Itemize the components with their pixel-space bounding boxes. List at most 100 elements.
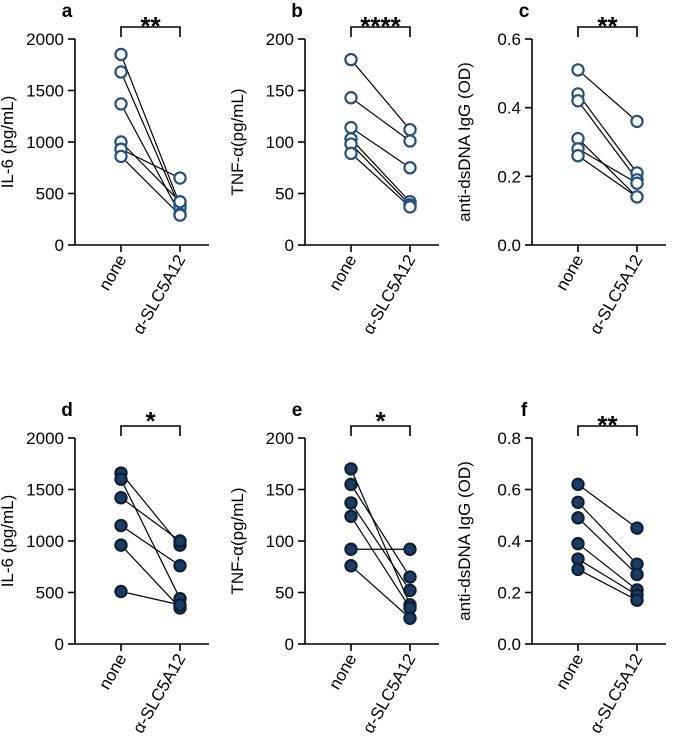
- y-tick-label: 0: [285, 236, 294, 255]
- pair-line: [120, 141, 181, 203]
- pair-line: [350, 502, 411, 591]
- data-point: [571, 94, 585, 108]
- data-point: [173, 195, 187, 209]
- y-axis-label: TNF-α(pg/mL): [228, 487, 247, 594]
- y-tick-label: 0.4: [497, 532, 521, 551]
- pair-line: [350, 59, 411, 131]
- pair-line: [350, 143, 411, 206]
- data-point: [344, 542, 358, 556]
- panel-f: f 0.0 0.2 0.4 0.6 0.8 anti-dsDNA IgG (OD) noneα…: [455, 400, 666, 736]
- pair-line: [350, 152, 411, 208]
- data-point: [114, 491, 128, 505]
- pair-line: [120, 478, 181, 599]
- significance-label: **: [597, 410, 618, 440]
- data-point: [114, 538, 128, 552]
- significance-bracket: [120, 425, 181, 436]
- y-tick-label: 100: [266, 133, 294, 152]
- data-point: [571, 477, 585, 492]
- y-axis-label: anti-dsDNA IgG (OD): [455, 62, 474, 222]
- y-tick-label: 1500: [26, 481, 64, 500]
- pair-line: [577, 483, 638, 529]
- y-axis-label: IL-6 (pg/mL): [0, 96, 17, 189]
- pair-line: [577, 568, 638, 601]
- x-tick-label: α-SLC5A12: [586, 252, 647, 338]
- pair-line: [577, 93, 638, 174]
- significance-bracket: [120, 26, 181, 37]
- panel-letter: a: [62, 1, 73, 22]
- pair-line: [350, 468, 411, 606]
- y-tick-label: 500: [36, 185, 64, 204]
- y-tick-label: 50: [275, 185, 294, 204]
- y-tick-label: 100: [266, 532, 294, 551]
- pair-line: [577, 155, 638, 198]
- pair-line: [350, 97, 411, 142]
- pair-line: [577, 69, 638, 122]
- x-tick-label: none: [552, 252, 587, 294]
- data-point: [571, 511, 585, 525]
- data-point: [173, 559, 187, 573]
- panel-letter: b: [291, 1, 303, 22]
- y-tick-label: 1000: [26, 532, 64, 551]
- data-point: [114, 584, 128, 599]
- data-point: [344, 462, 358, 476]
- data-point: [403, 161, 417, 175]
- panel-a: a 0 500 1000 1500 2000 IL-6 (pg/mL) noneα-SLC5A…: [0, 1, 209, 337]
- data-point: [403, 200, 417, 214]
- y-tick-label: 0.6: [497, 30, 521, 49]
- pair-line: [120, 525, 181, 567]
- data-point: [403, 583, 417, 598]
- significance-bracket: [577, 26, 638, 37]
- y-axis-label: anti-dsDNA IgG (OD): [455, 461, 474, 621]
- y-tick-label: 200: [266, 30, 294, 49]
- data-point: [571, 149, 585, 163]
- data-point: [114, 47, 128, 62]
- pair-line: [577, 501, 638, 565]
- data-point: [571, 562, 585, 577]
- x-tick-label: none: [95, 252, 130, 294]
- data-point: [344, 52, 358, 67]
- significance-bracket: [350, 425, 411, 436]
- y-tick-label: 1000: [26, 133, 64, 152]
- data-point: [630, 190, 644, 204]
- y-tick-label: 500: [36, 584, 64, 603]
- pair-line: [120, 71, 181, 209]
- panel-letter: e: [292, 400, 303, 421]
- data-point: [571, 536, 585, 551]
- data-point: [344, 559, 358, 573]
- significance-label: ****: [360, 11, 401, 41]
- data-point: [173, 534, 187, 548]
- data-point: [403, 122, 417, 137]
- pair-line: [120, 54, 181, 206]
- pair-line: [577, 558, 638, 596]
- x-tick-label: α-SLC5A12: [129, 252, 190, 338]
- data-point: [403, 611, 417, 625]
- x-tick-label: α-SLC5A12: [359, 252, 420, 338]
- y-axis-label: IL-6 (pg/mL): [0, 495, 17, 588]
- data-point: [173, 598, 187, 612]
- y-tick-label: 50: [275, 584, 294, 603]
- x-tick-label: none: [552, 651, 587, 693]
- y-tick-label: 200: [266, 429, 294, 448]
- pair-line: [577, 138, 638, 198]
- x-tick-label: α-SLC5A12: [129, 651, 190, 737]
- y-axis-label: TNF-α(pg/mL): [228, 88, 247, 195]
- data-point: [344, 120, 358, 135]
- data-point: [114, 65, 128, 79]
- data-point: [114, 97, 128, 111]
- pair-line: [577, 543, 638, 591]
- data-point: [344, 91, 358, 105]
- data-point: [403, 542, 417, 556]
- y-tick-label: 0: [285, 635, 294, 654]
- data-point: [173, 208, 187, 222]
- data-point: [344, 509, 358, 523]
- significance-bracket: [577, 425, 638, 436]
- pair-line: [120, 148, 181, 179]
- significance-label: **: [597, 11, 618, 41]
- data-point: [344, 496, 358, 510]
- pair-line: [120, 544, 181, 609]
- data-point: [114, 472, 128, 486]
- data-point: [571, 495, 585, 510]
- panel-d: d 0 500 1000 1500 2000 IL-6 (pg/mL) noneα-SLC5A…: [0, 400, 209, 736]
